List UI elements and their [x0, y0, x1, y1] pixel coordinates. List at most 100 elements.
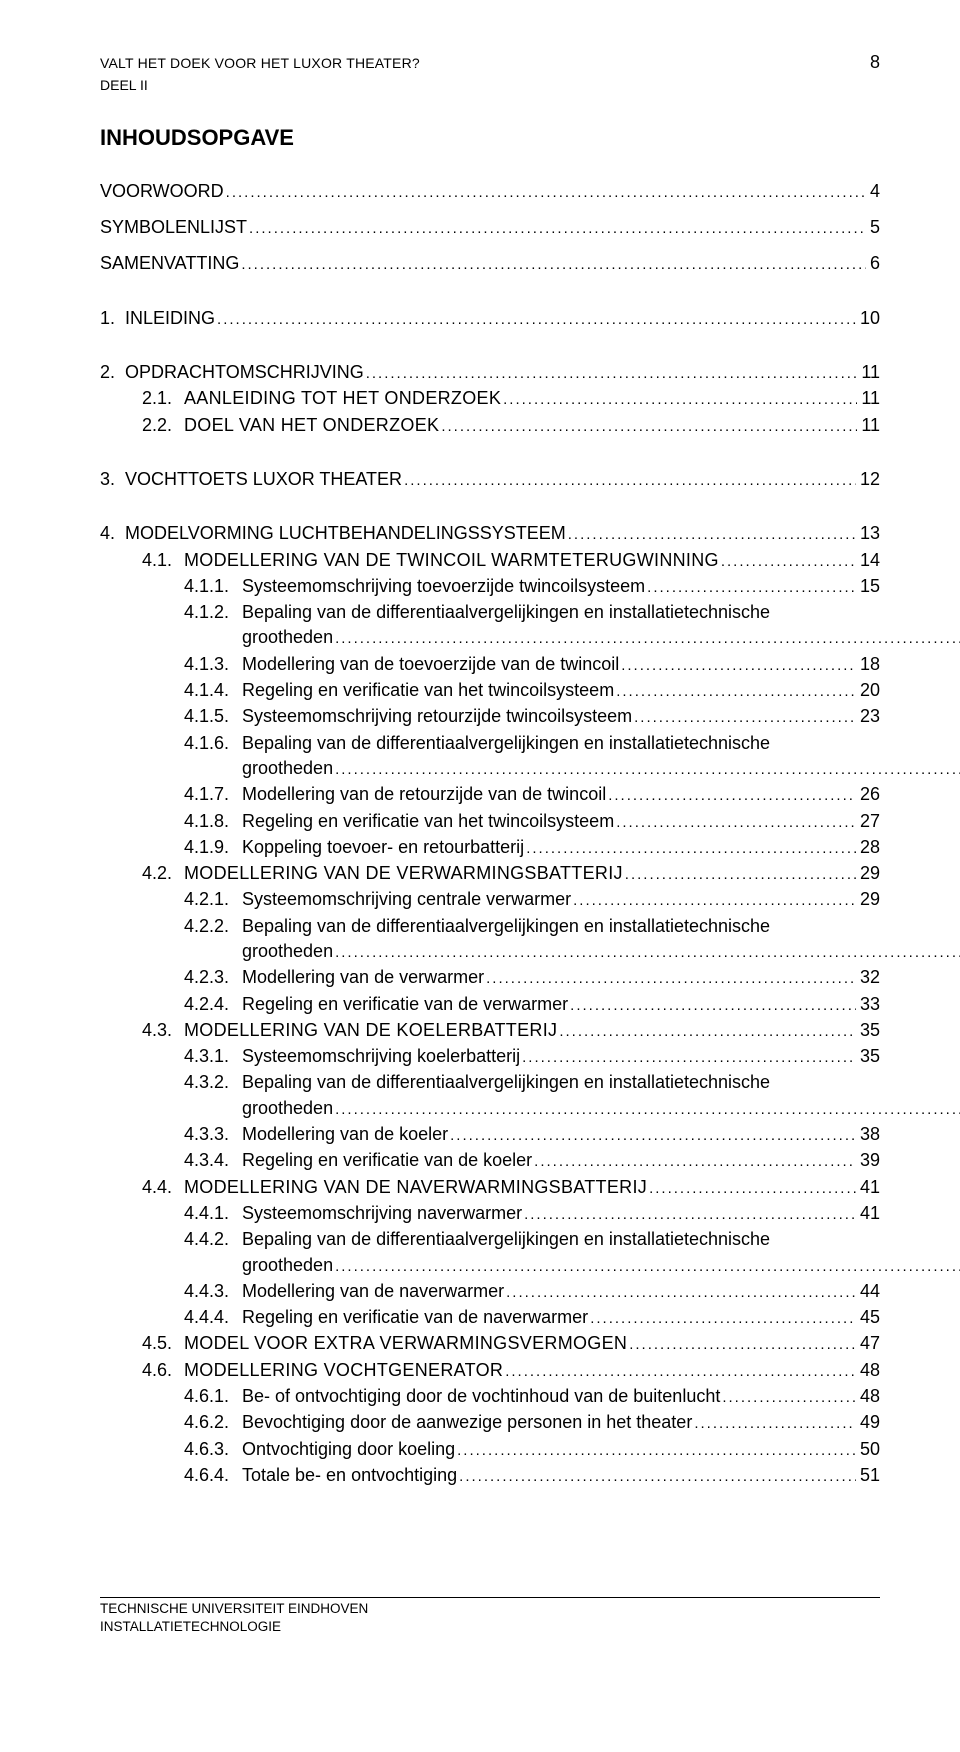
toc-entry: 4.3.2.Bepaling van de differentiaalverge… — [184, 1070, 880, 1120]
toc-number: 4.6.1. — [184, 1384, 242, 1408]
toc-label: Bevochtiging door de aanwezige personen … — [242, 1410, 692, 1434]
toc-label: MODELLERING VAN DE TWINCOIL WARMTETERUGW… — [184, 548, 719, 572]
toc-leader-dots: ........................................… — [224, 183, 866, 203]
toc-number: 4.1.1. — [184, 574, 242, 598]
toc-number: 4.1.2. — [184, 600, 242, 624]
toc-entry: 4.4.2.Bepaling van de differentiaalverge… — [184, 1227, 880, 1277]
toc-leader-dots: ........................................… — [588, 1309, 856, 1329]
toc-leader-dots: ........................................… — [719, 552, 856, 572]
toc-page: 51 — [856, 1463, 880, 1487]
toc-label-cont: grootheden — [242, 1253, 333, 1277]
toc-number: 4.2.1. — [184, 887, 242, 911]
toc-page: 44 — [856, 1279, 880, 1303]
toc-leader-dots: ........................................… — [333, 1257, 960, 1277]
toc-leader-dots: ........................................… — [627, 1335, 856, 1355]
toc-label: MODELLERING VAN DE NAVERWARMINGSBATTERIJ — [184, 1175, 647, 1199]
toc-number: 4.2.3. — [184, 965, 242, 989]
toc-number: 4.1.9. — [184, 835, 242, 859]
toc-number: 4.4.4. — [184, 1305, 242, 1329]
toc-page: 49 — [856, 1410, 880, 1434]
toc-entry: 4.1.6.Bepaling van de differentiaalverge… — [184, 731, 880, 781]
toc-leader-dots: ........................................… — [333, 943, 960, 963]
toc-leader-dots: ........................................… — [503, 1362, 856, 1382]
toc-leader-dots: ........................................… — [645, 578, 856, 598]
toc-label: Modellering van de toevoerzijde van de t… — [242, 652, 619, 676]
toc-number: 4.5. — [142, 1331, 184, 1355]
toc-leader-dots: ........................................… — [333, 760, 960, 780]
toc-leader-dots: ........................................… — [457, 1467, 856, 1487]
toc-entry: 1.INLEIDING.............................… — [100, 306, 880, 330]
toc-page: 11 — [857, 360, 880, 384]
toc-leader-dots: ........................................… — [614, 682, 856, 702]
toc-page: 11 — [857, 413, 880, 437]
toc-entry: 4.3.4.Regeling en verificatie van de koe… — [184, 1148, 880, 1172]
toc-entry: 3.VOCHTTOETS LUXOR THEATER..............… — [100, 467, 880, 491]
toc-page: 18 — [856, 652, 880, 676]
toc-leader-dots: ........................................… — [448, 1126, 856, 1146]
page-footer: TECHNISCHE UNIVERSITEIT EINDHOVEN INSTAL… — [100, 1597, 880, 1635]
toc-page: 45 — [856, 1305, 880, 1329]
toc-entry: 4.6.1.Be- of ontvochtiging door de vocht… — [184, 1384, 880, 1408]
toc-label: Bepaling van de differentiaalvergelijkin… — [242, 1070, 770, 1094]
toc-label: OPDRACHTOMSCHRIJVING — [125, 360, 364, 384]
toc-page: 41 — [856, 1201, 880, 1225]
toc-entry: 4.1.5.Systeemomschrijving retourzijde tw… — [184, 704, 880, 728]
toc-page: 39 — [856, 1148, 880, 1172]
toc-entry: 4.2.4.Regeling en verificatie van de ver… — [184, 992, 880, 1016]
toc-entry: 4.MODELVORMING LUCHTBEHANDELINGSSYSTEEM.… — [100, 521, 880, 545]
toc-entry: 4.6.3.Ontvochtiging door koeling........… — [184, 1437, 880, 1461]
toc-leader-dots: ........................................… — [720, 1388, 856, 1408]
toc-page: 48 — [856, 1384, 880, 1408]
toc-entry: VOORWOORD...............................… — [100, 179, 880, 203]
toc-page: 6 — [866, 251, 880, 275]
toc-label: MODELLERING VOCHTGENERATOR — [184, 1358, 503, 1382]
toc-page: 26 — [856, 782, 880, 806]
toc-number: 4.2.4. — [184, 992, 242, 1016]
toc-number: 4. — [100, 521, 125, 545]
toc-leader-dots: ........................................… — [568, 996, 856, 1016]
toc-label: MODEL VOOR EXTRA VERWARMINGSVERMOGEN — [184, 1331, 627, 1355]
toc-leader-dots: ........................................… — [484, 969, 856, 989]
toc-entry: 4.1.7.Modellering van de retourzijde van… — [184, 782, 880, 806]
toc-page: 27 — [856, 809, 880, 833]
toc-number: 2. — [100, 360, 125, 384]
toc-number: 4.1. — [142, 548, 184, 572]
toc-label: Be- of ontvochtiging door de vochtinhoud… — [242, 1384, 720, 1408]
toc-entry: 4.1.4.Regeling en verificatie van het tw… — [184, 678, 880, 702]
toc-entry: 4.2.2.Bepaling van de differentiaalverge… — [184, 914, 880, 964]
toc-entry: 4.2.MODELLERING VAN DE VERWARMINGSBATTER… — [142, 861, 880, 885]
toc-label: Koppeling toevoer- en retourbatterij — [242, 835, 524, 859]
toc-leader-dots: ........................................… — [522, 1205, 856, 1225]
page-header: VALT HET DOEK VOOR HET LUXOR THEATER? 8 — [100, 50, 880, 74]
toc-number: 3. — [100, 467, 125, 491]
toc-page: 15 — [856, 574, 880, 598]
toc-label: Totale be- en ontvochtiging — [242, 1463, 457, 1487]
toc-page: 12 — [856, 467, 880, 491]
toc-label: Regeling en verificatie van de verwarmer — [242, 992, 568, 1016]
toc-number: 4.4.3. — [184, 1279, 242, 1303]
toc-label: Systeemomschrijving retourzijde twincoil… — [242, 704, 632, 728]
toc-number: 4.6.4. — [184, 1463, 242, 1487]
toc-entry: 4.2.1.Systeemomschrijving centrale verwa… — [184, 887, 880, 911]
table-of-contents: VOORWOORD...............................… — [100, 179, 880, 1487]
toc-leader-dots: ........................................… — [647, 1179, 856, 1199]
toc-leader-dots: ........................................… — [239, 255, 866, 275]
toc-page: 32 — [856, 965, 880, 989]
toc-number: 4.1.5. — [184, 704, 242, 728]
toc-page: 4 — [866, 179, 880, 203]
toc-entry: 4.3.3.Modellering van de koeler.........… — [184, 1122, 880, 1146]
toc-continuation: grootheden..............................… — [184, 1096, 960, 1120]
toc-page: 14 — [856, 548, 880, 572]
toc-number: 4.4.2. — [184, 1227, 242, 1251]
toc-leader-dots: ........................................… — [532, 1152, 856, 1172]
header-page-number: 8 — [870, 50, 880, 74]
toc-label: Bepaling van de differentiaalvergelijkin… — [242, 914, 770, 938]
toc-number: 4.1.4. — [184, 678, 242, 702]
toc-label-cont: grootheden — [242, 939, 333, 963]
toc-label: Regeling en verificatie van de naverwarm… — [242, 1305, 588, 1329]
toc-page: 33 — [856, 992, 880, 1016]
toc-entry: 4.5.MODEL VOOR EXTRA VERWARMINGSVERMOGEN… — [142, 1331, 880, 1355]
toc-entry: 4.1.8.Regeling en verificatie van het tw… — [184, 809, 880, 833]
toc-number: 4.4.1. — [184, 1201, 242, 1225]
toc-leader-dots: ........................................… — [455, 1441, 856, 1461]
